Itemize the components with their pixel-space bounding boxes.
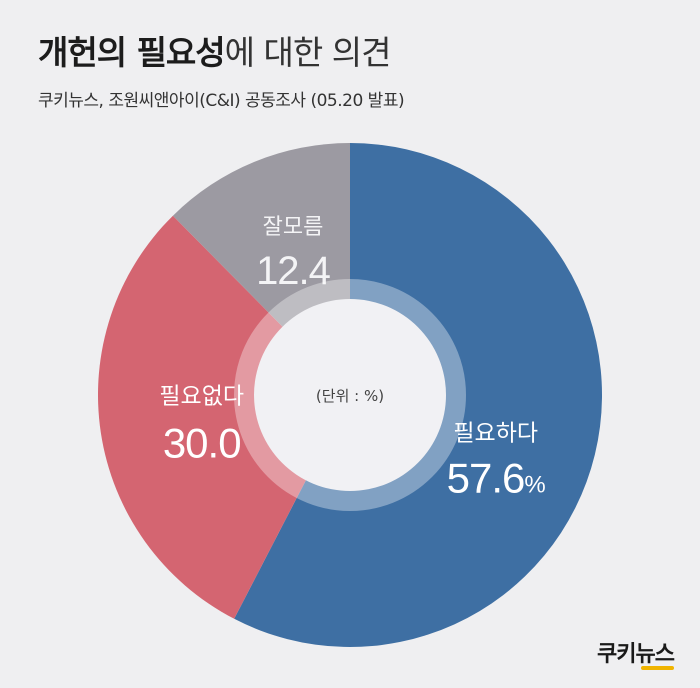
slice-value-2: 30.0	[163, 420, 241, 467]
title-rest: 에 대한 의견	[224, 33, 392, 72]
donut-hole	[254, 299, 446, 491]
slice-2	[97, 215, 350, 619]
chart-subtitle: 쿠키뉴스, 조원씨앤아이(C&I) 공동조사 (05.20 발표)	[38, 91, 405, 111]
unit-note: (단위 : %)	[316, 387, 384, 405]
slice-label-3: 잘모름	[263, 215, 324, 240]
logo-underline	[641, 666, 674, 670]
slice-value-3: 12.4	[256, 249, 331, 293]
slice-value-number: 30.0	[163, 420, 241, 467]
title-bold: 개헌의 필요성	[38, 33, 226, 72]
kukinews-logo: 쿠키뉴스	[597, 636, 675, 670]
slice-value-number: 12.4	[256, 249, 331, 293]
chart-title: 개헌의 필요성에 대한 의견	[38, 26, 392, 74]
logo-text: 쿠키뉴스	[597, 642, 675, 667]
slice-value-1: 57.6%	[447, 455, 546, 502]
donut-ring	[234, 279, 466, 511]
slice-value-suffix: %	[524, 472, 545, 499]
slice-value-number: 57.6	[447, 455, 525, 502]
slice-label-2: 필요없다	[159, 384, 244, 410]
slice-label-1: 필요하다	[453, 421, 538, 447]
